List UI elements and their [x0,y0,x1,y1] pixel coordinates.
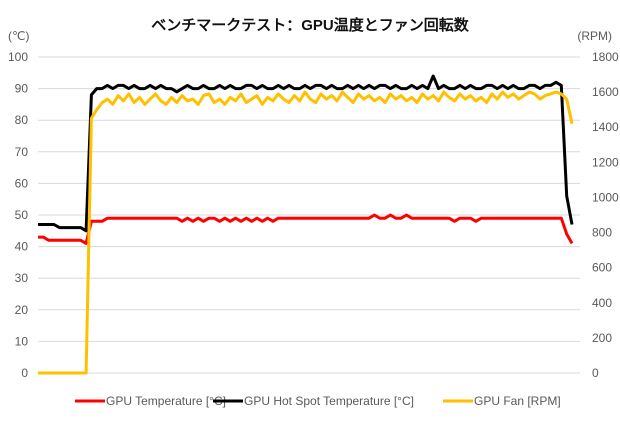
y2-tick-label: 800 [592,226,612,240]
y2-tick-label: 1200 [592,155,619,169]
y-tick-label: 100 [8,50,28,64]
y2-tick-label: 200 [592,331,612,345]
y-tick-label: 30 [15,271,29,285]
y2-tick-label: 1600 [592,85,619,99]
y2-tick-label: 600 [592,261,612,275]
series-line-2 [38,74,574,233]
y-tick-label: 50 [15,208,29,222]
y-tick-label: 10 [15,334,29,348]
y-tick-label: 90 [15,82,29,96]
y-tick-label: 40 [15,240,29,254]
y2-tick-label: 0 [592,366,599,380]
legend-label: GPU Fan [RPM] [474,394,561,408]
y2-tick-label: 400 [592,296,612,310]
series-line-1 [38,213,574,245]
y2-tick-label: 1000 [592,190,619,204]
y2-tick-label: 1800 [592,50,619,64]
y-tick-label: 0 [21,366,28,380]
y2-tick-label: 1400 [592,120,619,134]
y2-axis-label: (RPM) [577,29,612,43]
legend-label: GPU Hot Spot Temperature [°C] [244,394,414,408]
chart-title: ベンチマークテスト：GPU温度とファン回転数 [151,16,470,34]
y-axis-label: (℃) [8,29,29,43]
series-lines [38,74,574,375]
series-line-3 [38,90,574,375]
y-tick-label: 70 [15,145,29,159]
y-tick-label: 60 [15,176,29,190]
legend-label: GPU Temperature [°C] [106,394,226,408]
legend: GPU Temperature [°C] GPU Hot Spot Tempera… [75,394,561,408]
y-tick-label: 20 [15,303,29,317]
y-tick-label: 80 [15,113,29,127]
